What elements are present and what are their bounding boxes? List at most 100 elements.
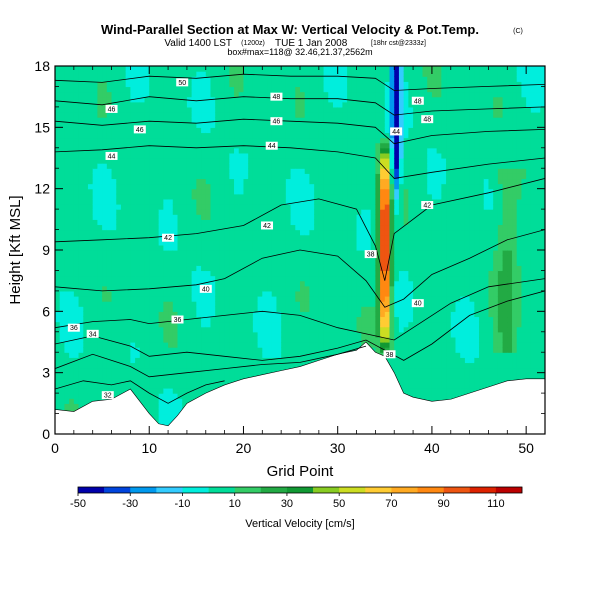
velocity-cell: [224, 178, 230, 185]
velocity-cell: [210, 301, 216, 307]
velocity-cell: [158, 362, 164, 369]
velocity-cell: [215, 347, 221, 353]
velocity-cell: [215, 127, 221, 134]
velocity-cell: [196, 280, 202, 287]
velocity-cell: [116, 377, 122, 384]
velocity-cell: [347, 347, 353, 353]
velocity-cell: [130, 188, 136, 195]
velocity-cell: [120, 163, 127, 169]
velocity-cell: [73, 331, 80, 338]
velocity-cell: [375, 142, 381, 149]
velocity-cell: [106, 270, 113, 277]
velocity-cell: [83, 193, 89, 200]
velocity-cell: [281, 306, 287, 312]
velocity-cell: [365, 183, 372, 190]
velocity-cell: [285, 71, 292, 77]
velocity-cell: [309, 219, 315, 226]
velocity-cell: [201, 244, 207, 251]
velocity-cell: [106, 137, 113, 144]
velocity-cell: [351, 71, 358, 77]
velocity-cell: [295, 290, 301, 297]
velocity-cell: [342, 209, 348, 215]
velocity-cell: [182, 352, 188, 358]
velocity-cell: [337, 158, 344, 164]
velocity-cell: [238, 91, 245, 98]
velocity-cell: [196, 367, 202, 374]
velocity-cell: [78, 117, 84, 123]
velocity-cell: [351, 112, 358, 118]
velocity-cell: [238, 132, 245, 139]
velocity-cell: [116, 270, 122, 277]
velocity-cell: [158, 152, 164, 159]
velocity-cell: [219, 86, 226, 93]
velocity-cell: [328, 122, 334, 128]
velocity-cell: [64, 280, 70, 287]
velocity-cell: [182, 342, 188, 348]
velocity-cell: [55, 214, 61, 220]
velocity-cell: [375, 127, 381, 134]
velocity-cell: [234, 342, 240, 348]
velocity-cell: [83, 66, 89, 72]
velocity-cell: [323, 347, 329, 353]
velocity-cell: [106, 158, 113, 164]
velocity-cell: [102, 275, 108, 282]
velocity-cell: [196, 76, 202, 82]
velocity-cell: [125, 147, 131, 154]
velocity-cell: [102, 188, 108, 195]
velocity-cell: [224, 158, 230, 164]
velocity-cell: [78, 255, 84, 261]
velocity-cell: [262, 280, 268, 287]
velocity-cell: [55, 147, 61, 154]
velocity-cell: [78, 285, 84, 292]
velocity-cell: [285, 285, 292, 292]
velocity-cell: [356, 301, 362, 307]
velocity-cell: [158, 377, 164, 384]
velocity-cell: [125, 66, 131, 72]
velocity-cell: [323, 250, 329, 256]
velocity-cell: [257, 76, 263, 82]
velocity-cell: [252, 321, 259, 328]
velocity-cell: [370, 193, 376, 200]
velocity-cell: [281, 311, 287, 318]
velocity-cell: [285, 280, 292, 287]
velocity-cell: [328, 142, 334, 149]
velocity-cell: [342, 301, 348, 307]
velocity-cell: [153, 372, 160, 379]
velocity-cell: [314, 101, 320, 108]
velocity-cell: [267, 331, 273, 338]
velocity-cell: [243, 342, 249, 348]
velocity-cell: [191, 244, 197, 251]
valid-date: TUE 1 Jan 2008: [275, 38, 348, 49]
velocity-cell: [215, 193, 221, 200]
velocity-cell: [314, 347, 320, 353]
velocity-cell: [78, 168, 84, 174]
velocity-cell: [55, 347, 61, 353]
velocity-cell: [135, 147, 141, 154]
velocity-cell: [130, 321, 136, 328]
velocity-cell: [332, 311, 339, 318]
velocity-cell: [116, 260, 122, 266]
velocity-cell: [64, 112, 70, 118]
velocity-cell: [365, 96, 372, 103]
velocity-cell: [116, 193, 122, 200]
velocity-cell: [295, 117, 301, 123]
velocity-cell: [149, 255, 155, 261]
velocity-cell: [106, 311, 113, 318]
velocity-cell: [64, 250, 70, 256]
velocity-cell: [163, 188, 169, 195]
velocity-cell: [215, 198, 221, 205]
velocity-cell: [55, 372, 61, 379]
velocity-cell: [73, 306, 80, 312]
velocity-cell: [257, 158, 263, 164]
velocity-cell: [102, 382, 108, 389]
velocity-cell: [163, 301, 169, 307]
velocity-cell: [234, 331, 240, 338]
velocity-cell: [64, 219, 70, 226]
velocity-cell: [102, 127, 108, 134]
velocity-cell: [276, 326, 282, 333]
velocity-cell: [92, 250, 99, 256]
velocity-cell: [130, 101, 136, 108]
velocity-cell: [342, 204, 348, 210]
velocity-cell: [257, 188, 263, 195]
velocity-cell: [97, 250, 103, 256]
